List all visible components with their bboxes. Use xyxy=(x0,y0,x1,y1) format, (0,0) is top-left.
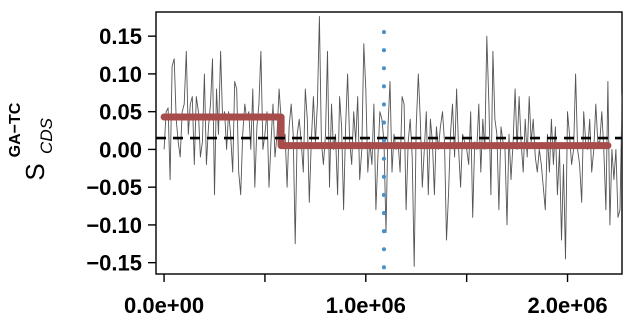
y-axis-label-subscript: CDS xyxy=(37,117,56,154)
x-axis: 0.0e+00 1.0e+06 2.0e+06 xyxy=(124,274,608,318)
x-tick-label: 0.0e+00 xyxy=(124,293,204,318)
y-tick-label: 0.05 xyxy=(99,100,142,125)
plot-area xyxy=(155,11,623,275)
plot-series xyxy=(156,16,622,274)
x-tick-label: 2.0e+06 xyxy=(527,293,607,318)
y-tick-label: 0.15 xyxy=(99,24,142,49)
y-tick-label: −0.15 xyxy=(86,251,142,276)
y-tick-label: 0.00 xyxy=(99,137,142,162)
y-tick-label: 0.10 xyxy=(99,62,142,87)
y-axis-label-superscript: GA−TC xyxy=(7,102,24,157)
y-axis: 0.15 0.10 0.05 0.00 −0.05 −0.10 −0.15 xyxy=(86,24,156,276)
segment-fit-line xyxy=(160,113,612,150)
x-tick-label: 1.0e+06 xyxy=(326,293,406,318)
y-tick-label: −0.10 xyxy=(86,213,142,238)
plot-frame xyxy=(155,11,623,275)
skew-signal-line xyxy=(163,16,622,267)
y-tick-label: −0.05 xyxy=(86,175,142,200)
y-axis-label-main: S xyxy=(20,163,50,180)
y-axis-label: S GA−TC CDS xyxy=(7,102,56,180)
